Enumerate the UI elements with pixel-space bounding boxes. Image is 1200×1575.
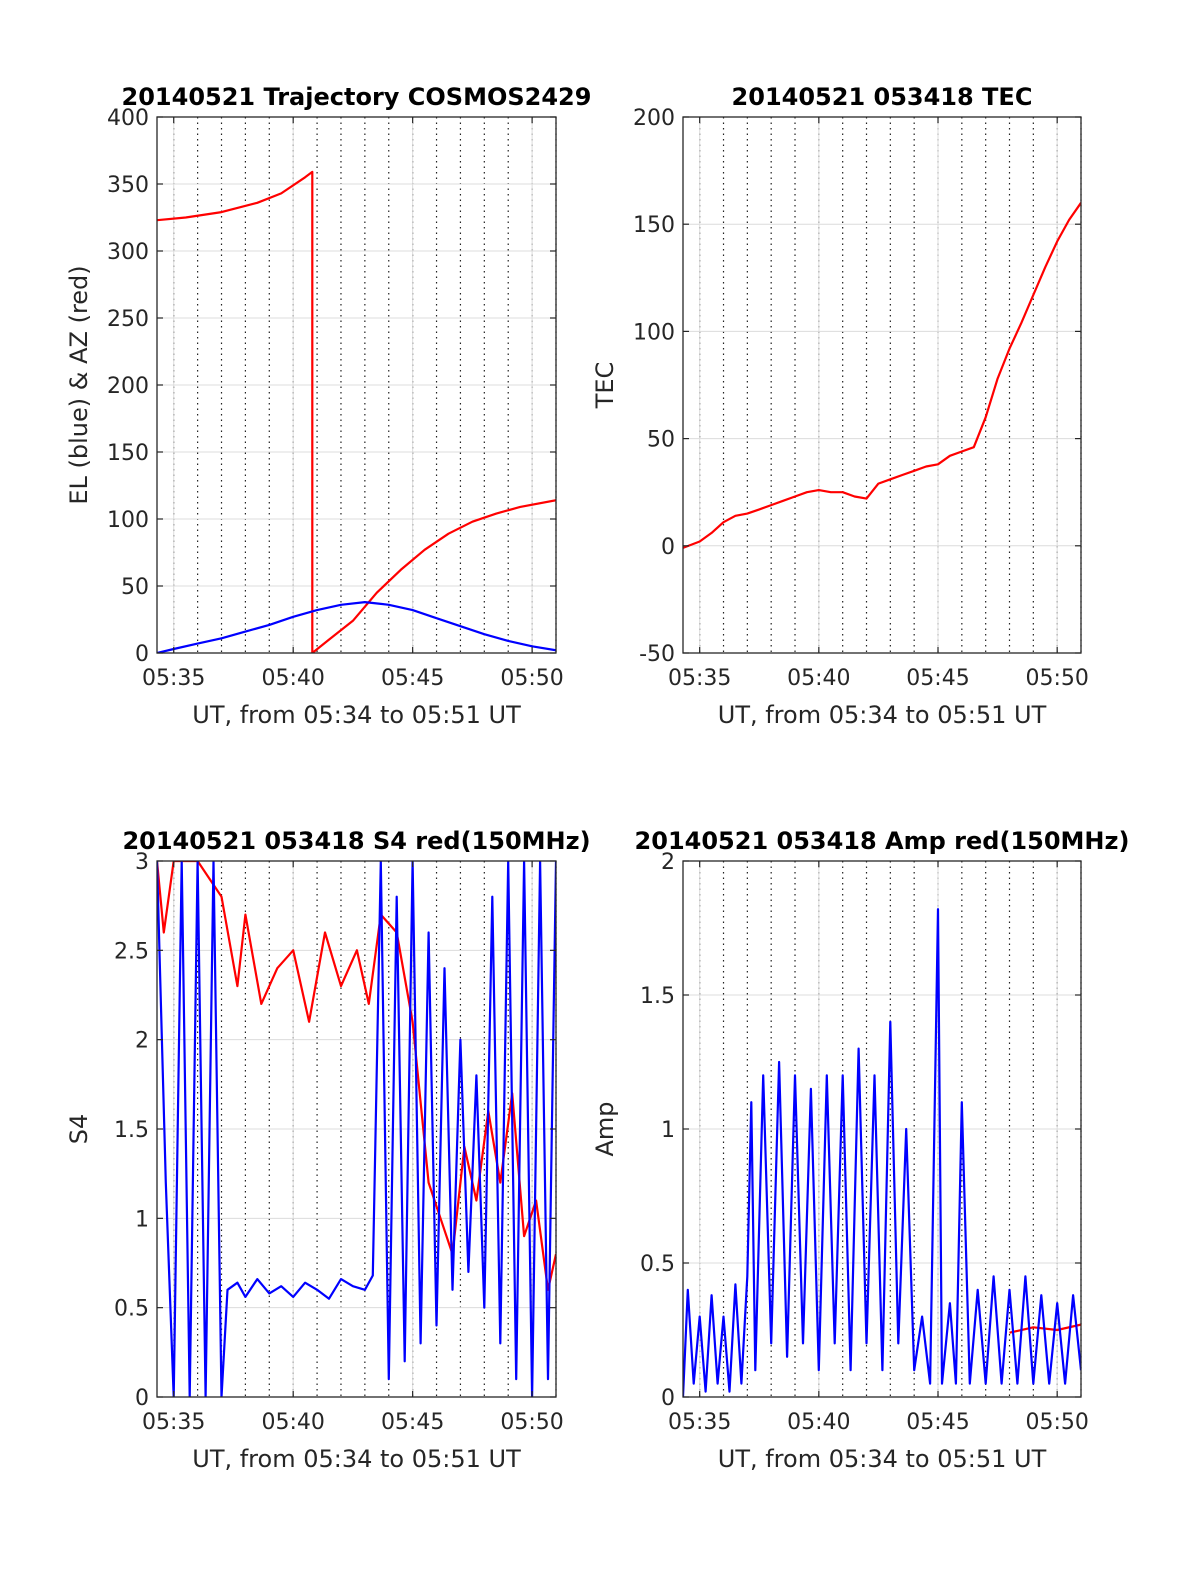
y-tick-label: 50 xyxy=(647,428,675,453)
y-tick-label: 250 xyxy=(107,307,149,332)
chart-title: 20140521 Trajectory COSMOS2429 xyxy=(122,83,592,111)
x-tick-label: 05:50 xyxy=(500,1410,563,1435)
x-tick-label: 05:50 xyxy=(1025,1410,1088,1435)
x-tick-label: 05:40 xyxy=(787,1410,850,1435)
y-tick-label: 200 xyxy=(107,374,149,399)
x-tick-label: 05:50 xyxy=(1025,666,1088,691)
x-tick-label: 05:35 xyxy=(142,1410,205,1435)
chart-panel-s4: 05:35 05:40 05:45 05:50 0 0.5 1 1.5 2 2.5 32014052… xyxy=(65,827,591,1473)
y-tick-label: 0 xyxy=(661,535,675,560)
chart-title: 20140521 053418 S4 red(150MHz) xyxy=(122,827,590,855)
y-tick-label: 400 xyxy=(107,106,149,131)
series-line-s4-1 xyxy=(157,861,556,1397)
x-tick-label: 05:45 xyxy=(906,666,969,691)
series-line-tec-0 xyxy=(683,202,1081,549)
chart-title: 20140521 053418 Amp red(150MHz) xyxy=(635,827,1130,855)
y-tick-label: 1.5 xyxy=(114,1118,149,1143)
y-tick-label: 0 xyxy=(661,1386,675,1411)
x-tick-label: 05:40 xyxy=(261,666,324,691)
chart-title: 20140521 053418 TEC xyxy=(732,83,1033,111)
y-tick-label: 150 xyxy=(633,213,675,238)
x-axis-label: UT, from 05:34 to 05:51 UT xyxy=(192,1445,521,1473)
y-tick-label: 2.5 xyxy=(114,939,149,964)
x-tick-label: 05:35 xyxy=(668,1410,731,1435)
x-tick-label: 05:40 xyxy=(261,1410,324,1435)
series-line-traj-1 xyxy=(157,601,556,653)
y-tick-label: 150 xyxy=(107,441,149,466)
y-tick-label: 0 xyxy=(135,642,149,667)
y-axis-label: TEC xyxy=(591,362,619,410)
x-tick-label: 05:40 xyxy=(787,666,850,691)
y-axis-label: S4 xyxy=(65,1114,93,1145)
y-axis-label: Amp xyxy=(591,1101,619,1156)
x-tick-label: 05:45 xyxy=(906,1410,969,1435)
x-tick-label: 05:35 xyxy=(142,666,205,691)
y-tick-label: 3 xyxy=(135,850,149,875)
y-tick-label: -50 xyxy=(639,642,675,667)
y-tick-label: 200 xyxy=(633,106,675,131)
y-tick-label: 350 xyxy=(107,173,149,198)
series-line-traj-0 xyxy=(157,170,556,653)
x-tick-label: 05:50 xyxy=(500,666,563,691)
y-tick-label: 100 xyxy=(633,320,675,345)
y-tick-label: 100 xyxy=(107,508,149,533)
y-tick-label: 0 xyxy=(135,1386,149,1411)
y-tick-label: 1 xyxy=(135,1207,149,1232)
y-tick-label: 300 xyxy=(107,240,149,265)
y-axis-label: EL (blue) & AZ (red) xyxy=(65,265,93,504)
plot-frame xyxy=(682,116,1082,654)
y-tick-label: 0.5 xyxy=(640,1252,675,1277)
x-tick-label: 05:35 xyxy=(668,666,731,691)
x-tick-label: 05:45 xyxy=(381,666,444,691)
series-line-amp-1 xyxy=(683,908,1081,1397)
y-tick-label: 1.5 xyxy=(640,984,675,1009)
x-tick-label: 05:45 xyxy=(381,1410,444,1435)
y-tick-label: 0.5 xyxy=(114,1297,149,1322)
x-axis-label: UT, from 05:34 to 05:51 UT xyxy=(192,701,521,729)
chart-panel-traj: 05:35 05:40 05:45 05:50 0 50 100 150 200 250 300 35… xyxy=(65,83,591,729)
x-axis-label: UT, from 05:34 to 05:51 UT xyxy=(718,1445,1047,1473)
y-tick-label: 2 xyxy=(661,850,675,875)
y-tick-label: 50 xyxy=(121,575,149,600)
x-axis-label: UT, from 05:34 to 05:51 UT xyxy=(718,701,1047,729)
chart-panel-tec: 05:35 05:40 05:45 05:50 -50 0 50 100 150 200 20140… xyxy=(591,83,1089,729)
y-tick-label: 2 xyxy=(135,1029,149,1054)
y-tick-label: 1 xyxy=(661,1118,675,1143)
